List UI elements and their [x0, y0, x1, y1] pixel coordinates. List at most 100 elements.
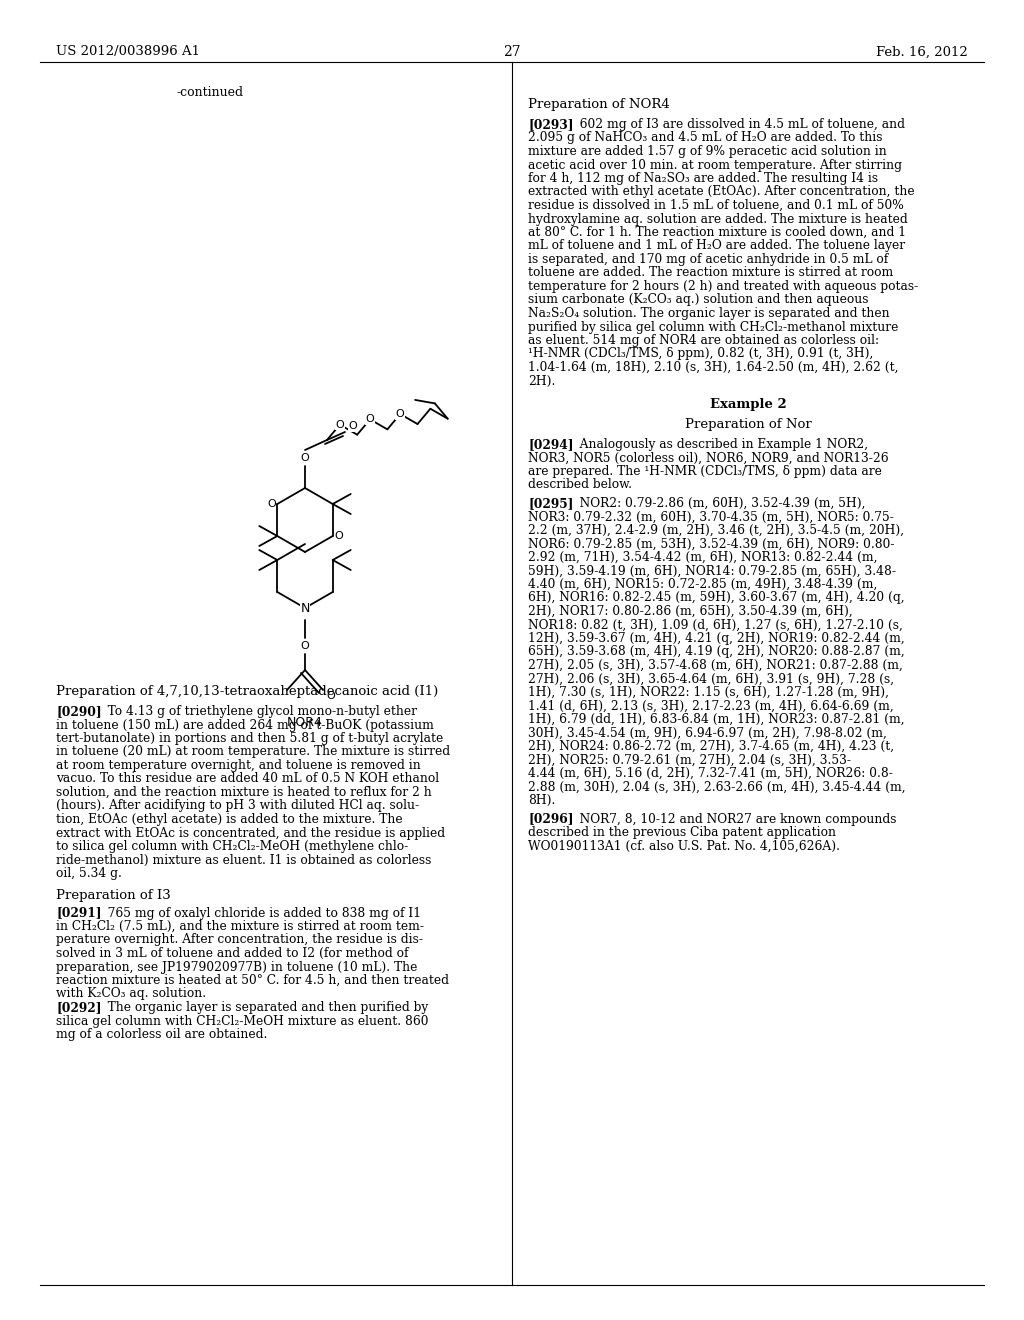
- Text: NOR4: NOR4: [287, 717, 323, 730]
- Text: for 4 h, 112 mg of Na₂SO₃ are added. The resulting I4 is: for 4 h, 112 mg of Na₂SO₃ are added. The…: [528, 172, 879, 185]
- Text: oil, 5.34 g.: oil, 5.34 g.: [56, 867, 122, 880]
- Text: [0296]: [0296]: [528, 813, 573, 825]
- Text: O: O: [301, 453, 309, 463]
- Text: mg of a colorless oil are obtained.: mg of a colorless oil are obtained.: [56, 1028, 267, 1041]
- Text: 602 mg of I3 are dissolved in 4.5 mL of toluene, and: 602 mg of I3 are dissolved in 4.5 mL of …: [568, 117, 905, 131]
- Text: 2.095 g of NaHCO₃ and 4.5 mL of H₂O are added. To this: 2.095 g of NaHCO₃ and 4.5 mL of H₂O are …: [528, 132, 883, 144]
- Text: 1H), 6.79 (dd, 1H), 6.83-6.84 (m, 1H), NOR23: 0.87-2.81 (m,: 1H), 6.79 (dd, 1H), 6.83-6.84 (m, 1H), N…: [528, 713, 904, 726]
- Text: extracted with ethyl acetate (EtOAc). After concentration, the: extracted with ethyl acetate (EtOAc). Af…: [528, 186, 914, 198]
- Text: NOR7, 8, 10-12 and NOR27 are known compounds: NOR7, 8, 10-12 and NOR27 are known compo…: [568, 813, 896, 825]
- Text: hydroxylamine aq. solution are added. The mixture is heated: hydroxylamine aq. solution are added. Th…: [528, 213, 907, 226]
- Text: 2H).: 2H).: [528, 375, 555, 388]
- Text: [0292]: [0292]: [56, 1001, 101, 1014]
- Text: O: O: [348, 421, 357, 432]
- Text: to silica gel column with CH₂Cl₂-MeOH (methylene chlo-: to silica gel column with CH₂Cl₂-MeOH (m…: [56, 840, 409, 853]
- Text: 1.41 (d, 6H), 2.13 (s, 3H), 2.17-2.23 (m, 4H), 6.64-6.69 (m,: 1.41 (d, 6H), 2.13 (s, 3H), 2.17-2.23 (m…: [528, 700, 894, 713]
- Text: solved in 3 mL of toluene and added to I2 (for method of: solved in 3 mL of toluene and added to I…: [56, 946, 409, 960]
- Text: 2H), NOR17: 0.80-2.86 (m, 65H), 3.50-4.39 (m, 6H),: 2H), NOR17: 0.80-2.86 (m, 65H), 3.50-4.3…: [528, 605, 853, 618]
- Text: 59H), 3.59-4.19 (m, 6H), NOR14: 0.79-2.85 (m, 65H), 3.48-: 59H), 3.59-4.19 (m, 6H), NOR14: 0.79-2.8…: [528, 565, 896, 578]
- Text: 2H), NOR25: 0.79-2.61 (m, 27H), 2.04 (s, 3H), 3.53-: 2H), NOR25: 0.79-2.61 (m, 27H), 2.04 (s,…: [528, 754, 851, 767]
- Text: 30H), 3.45-4.54 (m, 9H), 6.94-6.97 (m, 2H), 7.98-8.02 (m,: 30H), 3.45-4.54 (m, 9H), 6.94-6.97 (m, 2…: [528, 726, 887, 739]
- Text: [0294]: [0294]: [528, 438, 573, 451]
- Text: in toluene (150 mL) are added 264 mg of t-BuOK (potassium: in toluene (150 mL) are added 264 mg of …: [56, 718, 434, 731]
- Text: with K₂CO₃ aq. solution.: with K₂CO₃ aq. solution.: [56, 987, 206, 1001]
- Text: sium carbonate (K₂CO₃ aq.) solution and then aqueous: sium carbonate (K₂CO₃ aq.) solution and …: [528, 293, 868, 306]
- Text: 27H), 2.06 (s, 3H), 3.65-4.64 (m, 6H), 3.91 (s, 9H), 7.28 (s,: 27H), 2.06 (s, 3H), 3.65-4.64 (m, 6H), 3…: [528, 672, 894, 685]
- Text: toluene are added. The reaction mixture is stirred at room: toluene are added. The reaction mixture …: [528, 267, 893, 280]
- Text: Feb. 16, 2012: Feb. 16, 2012: [877, 45, 968, 58]
- Text: N: N: [300, 602, 309, 615]
- Text: 4.40 (m, 6H), NOR15: 0.72-2.85 (m, 49H), 3.48-4.39 (m,: 4.40 (m, 6H), NOR15: 0.72-2.85 (m, 49H),…: [528, 578, 878, 591]
- Text: [0290]: [0290]: [56, 705, 101, 718]
- Text: O: O: [301, 642, 309, 651]
- Text: 2.92 (m, 71H), 3.54-4.42 (m, 6H), NOR13: 0.82-2.44 (m,: 2.92 (m, 71H), 3.54-4.42 (m, 6H), NOR13:…: [528, 550, 878, 564]
- Text: NOR18: 0.82 (t, 3H), 1.09 (d, 6H), 1.27 (s, 6H), 1.27-2.10 (s,: NOR18: 0.82 (t, 3H), 1.09 (d, 6H), 1.27 …: [528, 619, 903, 631]
- Text: at 80° C. for 1 h. The reaction mixture is cooled down, and 1: at 80° C. for 1 h. The reaction mixture …: [528, 226, 906, 239]
- Text: Preparation of 4,7,10,13-tetraoxaheptadecanoic acid (I1): Preparation of 4,7,10,13-tetraoxaheptade…: [56, 685, 438, 698]
- Text: NOR6: 0.79-2.85 (m, 53H), 3.52-4.39 (m, 6H), NOR9: 0.80-: NOR6: 0.79-2.85 (m, 53H), 3.52-4.39 (m, …: [528, 537, 895, 550]
- Text: described in the previous Ciba patent application: described in the previous Ciba patent ap…: [528, 826, 836, 840]
- Text: NOR3, NOR5 (colorless oil), NOR6, NOR9, and NOR13-26: NOR3, NOR5 (colorless oil), NOR6, NOR9, …: [528, 451, 889, 465]
- Text: O: O: [396, 409, 404, 418]
- Text: 1H), 7.30 (s, 1H), NOR22: 1.15 (s, 6H), 1.27-1.28 (m, 9H),: 1H), 7.30 (s, 1H), NOR22: 1.15 (s, 6H), …: [528, 686, 889, 700]
- Text: 6H), NOR16: 0.82-2.45 (m, 59H), 3.60-3.67 (m, 4H), 4.20 (q,: 6H), NOR16: 0.82-2.45 (m, 59H), 3.60-3.6…: [528, 591, 904, 605]
- Text: O: O: [336, 420, 344, 430]
- Text: [0295]: [0295]: [528, 498, 573, 510]
- Text: perature overnight. After concentration, the residue is dis-: perature overnight. After concentration,…: [56, 933, 423, 946]
- Text: 2.2 (m, 37H), 2.4-2.9 (m, 2H), 3.46 (t, 2H), 3.5-4.5 (m, 20H),: 2.2 (m, 37H), 2.4-2.9 (m, 2H), 3.46 (t, …: [528, 524, 904, 537]
- Text: Example 2: Example 2: [710, 399, 786, 411]
- Text: 8H).: 8H).: [528, 795, 555, 807]
- Text: in CH₂Cl₂ (7.5 mL), and the mixture is stirred at room tem-: in CH₂Cl₂ (7.5 mL), and the mixture is s…: [56, 920, 424, 933]
- Text: O: O: [327, 690, 336, 701]
- Text: solution, and the reaction mixture is heated to reflux for 2 h: solution, and the reaction mixture is he…: [56, 785, 432, 799]
- Text: NOR3: 0.79-2.32 (m, 60H), 3.70-4.35 (m, 5H), NOR5: 0.75-: NOR3: 0.79-2.32 (m, 60H), 3.70-4.35 (m, …: [528, 511, 894, 524]
- Text: residue is dissolved in 1.5 mL of toluene, and 0.1 mL of 50%: residue is dissolved in 1.5 mL of toluen…: [528, 199, 904, 213]
- Text: Preparation of I3: Preparation of I3: [56, 888, 171, 902]
- Text: vacuo. To this residue are added 40 mL of 0.5 N KOH ethanol: vacuo. To this residue are added 40 mL o…: [56, 772, 439, 785]
- Text: mixture are added 1.57 g of 9% peracetic acid solution in: mixture are added 1.57 g of 9% peracetic…: [528, 145, 887, 158]
- Text: O: O: [366, 414, 375, 424]
- Text: O: O: [267, 499, 275, 510]
- Text: ¹H-NMR (CDCl₃/TMS, δ ppm), 0.82 (t, 3H), 0.91 (t, 3H),: ¹H-NMR (CDCl₃/TMS, δ ppm), 0.82 (t, 3H),…: [528, 347, 873, 360]
- Text: 27H), 2.05 (s, 3H), 3.57-4.68 (m, 6H), NOR21: 0.87-2.88 (m,: 27H), 2.05 (s, 3H), 3.57-4.68 (m, 6H), N…: [528, 659, 903, 672]
- Text: NOR2: 0.79-2.86 (m, 60H), 3.52-4.39 (m, 5H),: NOR2: 0.79-2.86 (m, 60H), 3.52-4.39 (m, …: [568, 498, 865, 510]
- Text: 2H), NOR24: 0.86-2.72 (m, 27H), 3.7-4.65 (m, 4H), 4.23 (t,: 2H), NOR24: 0.86-2.72 (m, 27H), 3.7-4.65…: [528, 741, 894, 752]
- Text: US 2012/0038996 A1: US 2012/0038996 A1: [56, 45, 200, 58]
- Text: [0293]: [0293]: [528, 117, 573, 131]
- Text: tion, EtOAc (ethyl acetate) is added to the mixture. The: tion, EtOAc (ethyl acetate) is added to …: [56, 813, 402, 826]
- Text: The organic layer is separated and then purified by: The organic layer is separated and then …: [96, 1001, 428, 1014]
- Text: extract with EtOAc is concentrated, and the residue is applied: extract with EtOAc is concentrated, and …: [56, 826, 445, 840]
- Text: ride-methanol) mixture as eluent. I1 is obtained as colorless: ride-methanol) mixture as eluent. I1 is …: [56, 854, 431, 866]
- Text: silica gel column with CH₂Cl₂-MeOH mixture as eluent. 860: silica gel column with CH₂Cl₂-MeOH mixtu…: [56, 1015, 428, 1027]
- Text: WO0190113A1 (cf. also U.S. Pat. No. 4,105,626A).: WO0190113A1 (cf. also U.S. Pat. No. 4,10…: [528, 840, 840, 853]
- Text: mL of toluene and 1 mL of H₂O are added. The toluene layer: mL of toluene and 1 mL of H₂O are added.…: [528, 239, 905, 252]
- Text: Analogously as described in Example 1 NOR2,: Analogously as described in Example 1 NO…: [568, 438, 868, 451]
- Text: preparation, see JP1979020977B) in toluene (10 mL). The: preparation, see JP1979020977B) in tolue…: [56, 961, 418, 974]
- Text: 12H), 3.59-3.67 (m, 4H), 4.21 (q, 2H), NOR19: 0.82-2.44 (m,: 12H), 3.59-3.67 (m, 4H), 4.21 (q, 2H), N…: [528, 632, 905, 645]
- Text: 1.04-1.64 (m, 18H), 2.10 (s, 3H), 1.64-2.50 (m, 4H), 2.62 (t,: 1.04-1.64 (m, 18H), 2.10 (s, 3H), 1.64-2…: [528, 360, 898, 374]
- Text: 65H), 3.59-3.68 (m, 4H), 4.19 (q, 2H), NOR20: 0.88-2.87 (m,: 65H), 3.59-3.68 (m, 4H), 4.19 (q, 2H), N…: [528, 645, 905, 659]
- Text: is separated, and 170 mg of acetic anhydride in 0.5 mL of: is separated, and 170 mg of acetic anhyd…: [528, 253, 888, 267]
- Text: 4.44 (m, 6H), 5.16 (d, 2H), 7.32-7.41 (m, 5H), NOR26: 0.8-: 4.44 (m, 6H), 5.16 (d, 2H), 7.32-7.41 (m…: [528, 767, 893, 780]
- Text: 765 mg of oxalyl chloride is added to 838 mg of I1: 765 mg of oxalyl chloride is added to 83…: [96, 907, 421, 920]
- Text: temperature for 2 hours (2 h) and treated with aqueous potas-: temperature for 2 hours (2 h) and treate…: [528, 280, 919, 293]
- Text: reaction mixture is heated at 50° C. for 4.5 h, and then treated: reaction mixture is heated at 50° C. for…: [56, 974, 449, 987]
- Text: Preparation of NOR4: Preparation of NOR4: [528, 98, 670, 111]
- Text: Preparation of Nor: Preparation of Nor: [685, 418, 811, 432]
- Text: (hours). After acidifying to pH 3 with diluted HCl aq. solu-: (hours). After acidifying to pH 3 with d…: [56, 800, 419, 813]
- Text: 2.88 (m, 30H), 2.04 (s, 3H), 2.63-2.66 (m, 4H), 3.45-4.44 (m,: 2.88 (m, 30H), 2.04 (s, 3H), 2.63-2.66 (…: [528, 780, 905, 793]
- Text: are prepared. The ¹H-NMR (CDCl₃/TMS, δ ppm) data are: are prepared. The ¹H-NMR (CDCl₃/TMS, δ p…: [528, 465, 882, 478]
- Text: 27: 27: [503, 45, 521, 59]
- Text: acetic acid over 10 min. at room temperature. After stirring: acetic acid over 10 min. at room tempera…: [528, 158, 902, 172]
- Text: described below.: described below.: [528, 479, 632, 491]
- Text: To 4.13 g of triethylene glycol mono-n-butyl ether: To 4.13 g of triethylene glycol mono-n-b…: [96, 705, 417, 718]
- Text: at room temperature overnight, and toluene is removed in: at room temperature overnight, and tolue…: [56, 759, 421, 772]
- Text: in toluene (20 mL) at room temperature. The mixture is stirred: in toluene (20 mL) at room temperature. …: [56, 746, 451, 759]
- Text: -continued: -continued: [176, 86, 244, 99]
- Text: as eluent. 514 mg of NOR4 are obtained as colorless oil:: as eluent. 514 mg of NOR4 are obtained a…: [528, 334, 880, 347]
- Text: [0291]: [0291]: [56, 907, 101, 920]
- Text: purified by silica gel column with CH₂Cl₂-methanol mixture: purified by silica gel column with CH₂Cl…: [528, 321, 898, 334]
- Text: Na₂S₂O₄ solution. The organic layer is separated and then: Na₂S₂O₄ solution. The organic layer is s…: [528, 308, 890, 319]
- Text: tert-butanolate) in portions and then 5.81 g of t-butyl acrylate: tert-butanolate) in portions and then 5.…: [56, 733, 443, 744]
- Text: O: O: [335, 531, 343, 541]
